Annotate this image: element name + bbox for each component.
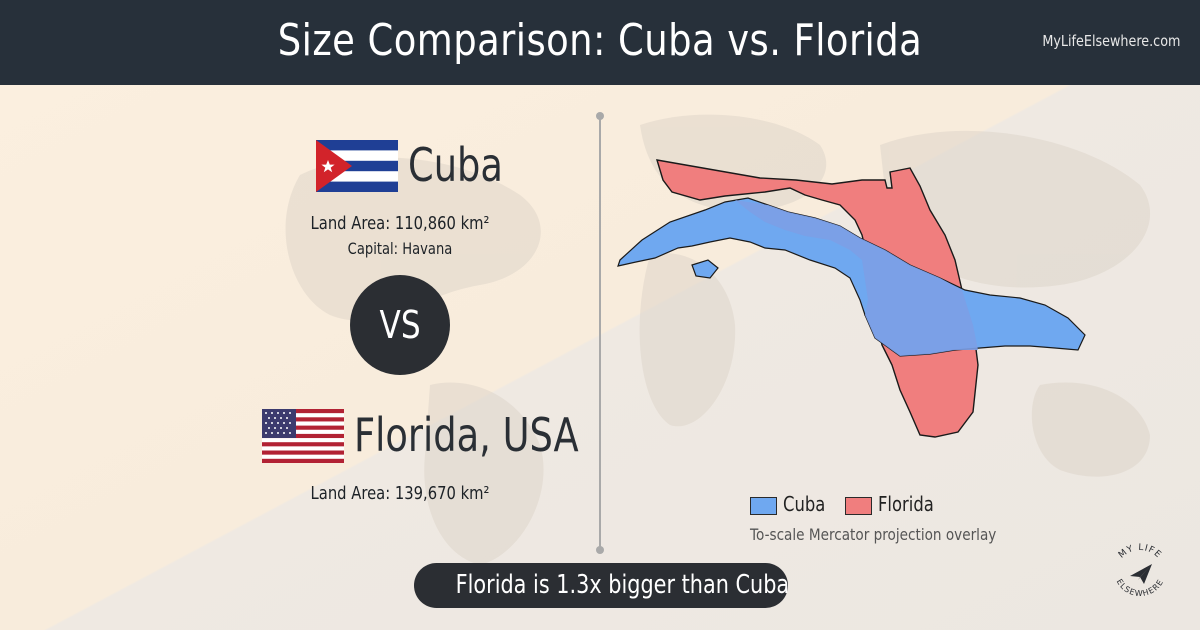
country-b-land-area: Land Area: 139,670 km² [310, 483, 490, 504]
svg-text:MY LIFE: MY LIFE [1117, 543, 1163, 561]
brand-logo[interactable]: MY LIFE ELSEWHERE [1108, 540, 1172, 604]
logo-text-bottom: ELSEWHERE [1115, 577, 1165, 598]
florida-shape [656, 159, 979, 438]
country-b-name: Florida, USA [354, 408, 579, 462]
overlay-map [617, 159, 1086, 438]
site-link[interactable]: MyLifeElsewhere.com [1041, 32, 1180, 50]
world-map-watermark [285, 114, 1151, 565]
country-a-name: Cuba [408, 138, 503, 192]
versus-label: VS [379, 303, 421, 347]
divider-bottom-dot [596, 546, 604, 554]
legend-label-cuba: Cuba [783, 492, 826, 516]
divider-top-dot [596, 112, 604, 120]
logo-text-top: MY LIFE [1117, 543, 1162, 561]
projection-note: To-scale Mercator projection overlay [750, 525, 997, 544]
verdict-badge: Florida is 1.3x bigger than Cuba [414, 563, 790, 608]
legend-swatch-cuba [750, 497, 777, 515]
verdict-text: Florida is 1.3x bigger than Cuba [455, 570, 790, 600]
header-bar: Size Comparison: Cuba vs. Florida MyLife… [0, 0, 1200, 85]
overlap-region [735, 200, 978, 356]
usa-flag-icon [262, 409, 344, 463]
page-title: Size Comparison: Cuba vs. Florida [277, 15, 923, 66]
legend-swatch-florida [845, 497, 872, 515]
versus-badge: VS [350, 275, 450, 375]
cuba-flag-icon [316, 140, 398, 192]
legend-label-florida: Florida [878, 492, 934, 516]
paper-plane-icon [1130, 564, 1152, 584]
country-a-land-area: Land Area: 110,860 km² [310, 213, 490, 234]
isla-de-la-juventud-shape [691, 259, 719, 279]
cuba-shape [617, 197, 1086, 357]
country-a-capital: Capital: Havana [347, 239, 453, 258]
center-divider [599, 115, 601, 550]
svg-text:ELSEWHERE: ELSEWHERE [1115, 577, 1166, 598]
